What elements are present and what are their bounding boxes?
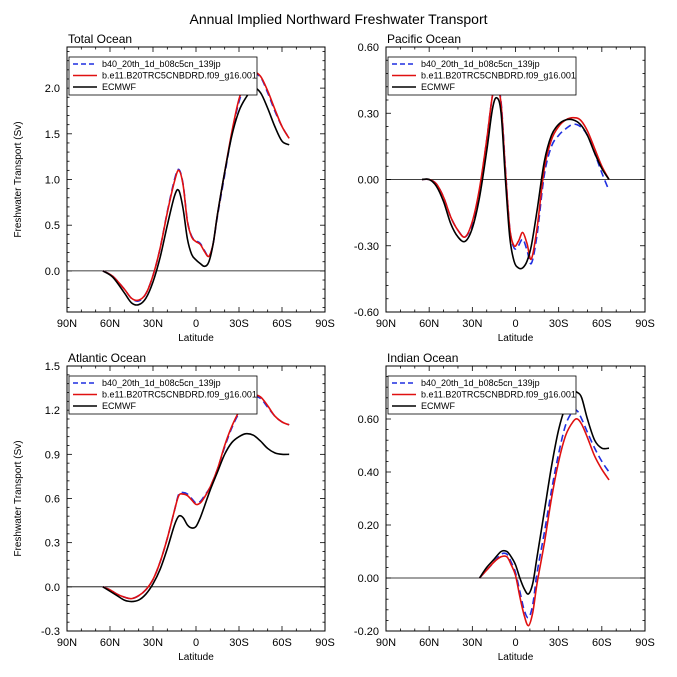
y-tick-label: 0.00 (358, 573, 379, 585)
x-tick-label: 90N (376, 318, 396, 330)
series-line-1 (421, 83, 610, 265)
series-line-3 (102, 87, 290, 306)
y-tick-label: 0.20 (358, 520, 379, 532)
legend: b40_20th_1d_b08c5cn_139jp b.e11.B20TRC5C… (68, 56, 258, 96)
legend-label-series-1: b40_20th_1d_b08c5cn_139jp (102, 378, 221, 388)
legend: b40_20th_1d_b08c5cn_139jp b.e11.B20TRC5C… (387, 56, 577, 96)
series-line-1 (102, 73, 290, 303)
panel-title: Atlantic Ocean (68, 351, 146, 365)
x-tick-label: 30N (462, 637, 482, 649)
panel-atlantic-ocean: 90N 60N 30N 0 30S 60S 90S -0.3 0.0 0.3 0.6 0.9 1.2 1.… (13, 351, 335, 663)
y-tick-label: 0.6 (45, 494, 60, 506)
x-tick-label: 30N (143, 318, 163, 330)
series-line-1 (102, 395, 290, 600)
x-tick-label: 30N (143, 637, 163, 649)
x-axis-title: Latitude (498, 333, 534, 344)
legend-label-series-2: b.e11.B20TRC5CNBDRD.f09_g16.001 (102, 71, 257, 81)
legend-box (387, 56, 577, 96)
x-axis-title: Latitude (178, 333, 214, 344)
x-tick-label: 60N (100, 637, 120, 649)
figure-title: Annual Implied Northward Freshwater Tran… (189, 11, 487, 27)
y-tick-label: -0.30 (354, 241, 379, 253)
legend-box (387, 375, 577, 415)
panel-title: Total Ocean (68, 32, 132, 46)
x-axis-title: Latitude (498, 652, 534, 663)
series-line-3 (478, 390, 610, 595)
x-tick-label: 30S (229, 318, 249, 330)
y-axis-title: Freshwater Transport (Sv) (13, 121, 24, 237)
x-tick-label: 90S (635, 318, 655, 330)
series-line-1 (478, 408, 610, 619)
series-line-2 (102, 394, 290, 600)
x-tick-label: 60S (272, 637, 292, 649)
x-tick-label: 60S (592, 637, 612, 649)
x-tick-label: 0 (193, 318, 199, 330)
y-tick-label: 0.5 (45, 220, 60, 232)
x-tick-label: 60N (419, 637, 439, 649)
panel-pacific-ocean: 90N 60N 30N 0 30S 60S 90S -0.60 -0.30 0.00 0.30 0.6… (354, 32, 655, 344)
x-tick-label: 90S (315, 637, 335, 649)
y-tick-label: 0.30 (358, 108, 379, 120)
series-line-3 (102, 432, 290, 603)
series-line-2 (421, 85, 610, 261)
legend-label-series-3: ECMWF (102, 82, 136, 92)
panel-title: Pacific Ocean (387, 32, 461, 46)
y-tick-label: 1.5 (45, 129, 60, 141)
x-tick-label: 0 (512, 637, 518, 649)
series-line-2 (478, 418, 610, 627)
y-tick-label: 1.2 (45, 405, 60, 417)
y-tick-label: 1.5 (45, 361, 60, 373)
x-tick-label: 90S (315, 318, 335, 330)
x-tick-label: 30S (229, 637, 249, 649)
y-tick-label: 0.40 (358, 467, 379, 479)
y-tick-label: -0.60 (354, 307, 379, 319)
y-axis-title: Freshwater Transport (Sv) (13, 440, 24, 556)
legend-label-series-3: ECMWF (102, 401, 136, 411)
legend: b40_20th_1d_b08c5cn_139jp b.e11.B20TRC5C… (387, 375, 577, 415)
legend-label-series-3: ECMWF (421, 401, 455, 411)
x-tick-label: 30S (549, 318, 569, 330)
x-tick-label: 0 (512, 318, 518, 330)
panel-total-ocean: 90N 60N 30N 0 30S 60S 90S 0.0 0.5 1.0 1.5 2.0 Total… (13, 32, 335, 344)
legend-label-series-1: b40_20th_1d_b08c5cn_139jp (421, 378, 540, 388)
x-tick-label: 90N (57, 318, 77, 330)
y-tick-label: 0.00 (358, 175, 379, 187)
x-tick-label: 60N (419, 318, 439, 330)
y-tick-label: 0.0 (45, 582, 60, 594)
x-tick-label: 90N (376, 637, 396, 649)
y-tick-label: -0.20 (354, 626, 379, 638)
x-tick-label: 90S (635, 637, 655, 649)
x-tick-label: 90N (57, 637, 77, 649)
y-tick-label: 0.0 (45, 266, 60, 278)
series-line-3 (421, 96, 610, 270)
y-tick-label: -0.3 (41, 626, 60, 638)
x-tick-label: 30S (549, 637, 569, 649)
y-tick-label: 0.60 (358, 414, 379, 426)
x-tick-label: 60N (100, 318, 120, 330)
x-tick-label: 0 (193, 637, 199, 649)
legend-label-series-2: b.e11.B20TRC5CNBDRD.f09_g16.001 (102, 390, 257, 400)
panel-title: Indian Ocean (387, 351, 458, 365)
legend: b40_20th_1d_b08c5cn_139jp b.e11.B20TRC5C… (68, 375, 258, 415)
series-line-2 (102, 71, 290, 302)
legend-label-series-1: b40_20th_1d_b08c5cn_139jp (102, 59, 221, 69)
x-tick-label: 30N (462, 318, 482, 330)
y-tick-label: 1.0 (45, 175, 60, 187)
x-tick-label: 60S (592, 318, 612, 330)
legend-label-series-3: ECMWF (421, 82, 455, 92)
legend-label-series-1: b40_20th_1d_b08c5cn_139jp (421, 59, 540, 69)
y-tick-label: 2.0 (45, 83, 60, 95)
legend-box (68, 56, 258, 96)
x-axis-title: Latitude (178, 652, 214, 663)
x-tick-label: 60S (272, 318, 292, 330)
panel-indian-ocean: 90N 60N 30N 0 30S 60S 90S -0.20 0.00 0.20 0.40 0.60… (354, 351, 655, 663)
y-tick-label: 0.3 (45, 538, 60, 550)
legend-label-series-2: b.e11.B20TRC5CNBDRD.f09_g16.001 (421, 71, 576, 81)
legend-label-series-2: b.e11.B20TRC5CNBDRD.f09_g16.001 (421, 390, 576, 400)
y-tick-label: 0.9 (45, 449, 60, 461)
y-tick-label: 0.60 (358, 42, 379, 54)
legend-box (68, 375, 258, 415)
